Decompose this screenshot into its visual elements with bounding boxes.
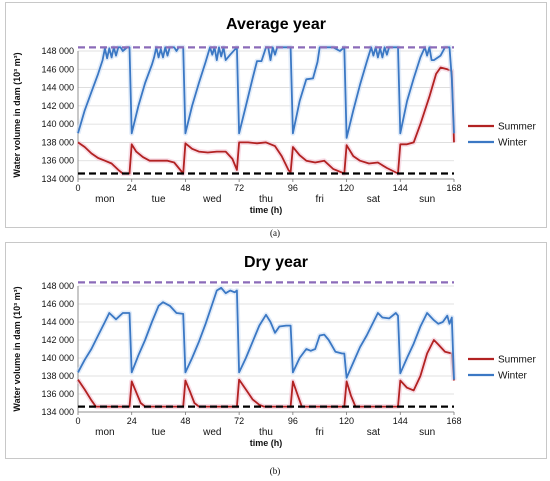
legend-label-summer: Summer [498, 122, 536, 133]
x-tick-label: 0 [75, 416, 80, 426]
y-tick-label: 134 000 [41, 174, 74, 184]
x-tick-label: 144 [393, 416, 408, 426]
y-tick-label: 146 000 [41, 64, 74, 74]
caption-b: (b) [269, 466, 281, 476]
x-tick-label: 48 [180, 416, 190, 426]
chart-dry-year: Dry year 134 000 136 000 138 000 140 000 142 … [12, 254, 536, 448]
y-tick-label: 144 000 [41, 317, 74, 327]
y-tick-label: 144 000 [41, 83, 74, 93]
y-tick-label: 148 000 [41, 281, 74, 291]
day-label: thu [259, 427, 273, 438]
chart-title: Dry year [244, 254, 308, 271]
day-label: wed [202, 427, 221, 438]
day-label: mon [95, 427, 114, 438]
x-tick-label: 168 [446, 416, 461, 426]
series-line-winter [77, 46, 455, 139]
y-tick-label: 136 000 [41, 156, 74, 166]
x-tick-label: 24 [127, 183, 137, 193]
legend-label-winter: Winter [498, 371, 528, 382]
x-axis-label: time (h) [250, 205, 283, 215]
x-axis-label: time (h) [250, 438, 283, 448]
series-line-winter [77, 286, 455, 380]
series-line-summer [77, 66, 455, 175]
y-tick-label: 148 000 [41, 46, 74, 56]
x-tick-label: 24 [127, 416, 137, 426]
day-label: wed [202, 194, 221, 205]
day-label: sat [367, 427, 381, 438]
x-tick-label: 168 [446, 183, 461, 193]
legend-label-summer: Summer [498, 355, 536, 366]
day-label: tue [152, 427, 166, 438]
x-tick-label: 96 [288, 416, 298, 426]
y-tick-label: 140 000 [41, 119, 74, 129]
day-label: thu [259, 194, 273, 205]
x-tick-label: 48 [180, 183, 190, 193]
x-tick-label: 120 [339, 416, 354, 426]
y-tick-label: 136 000 [41, 389, 74, 399]
y-tick-label: 138 000 [41, 137, 74, 147]
y-tick-label: 142 000 [41, 335, 74, 345]
x-tick-label: 72 [234, 183, 244, 193]
chart-panel-dry-year: Dry year 134 000 136 000 138 000 140 000 142 … [5, 242, 547, 459]
chart-panel-average-year: Average year 134 000 136 000 138 000 140 000… [5, 2, 547, 228]
day-label: sun [419, 427, 435, 438]
y-tick-label: 138 000 [41, 371, 74, 381]
day-label: tue [152, 194, 166, 205]
series-line-summer [77, 339, 455, 408]
x-tick-label: 120 [339, 183, 354, 193]
x-tick-label: 144 [393, 183, 408, 193]
legend-label-winter: Winter [498, 138, 528, 149]
day-label: mon [95, 194, 114, 205]
y-axis-label: Water volume in dam (10³ m³) [12, 286, 22, 411]
y-axis-label: Water volume in dam (10³ m³) [12, 52, 22, 177]
caption-a: (a) [270, 228, 280, 238]
y-tick-label: 134 000 [41, 407, 74, 417]
day-label: fri [316, 427, 324, 438]
y-tick-label: 146 000 [41, 299, 74, 309]
chart-average-year: Average year 134 000 136 000 138 000 140 000… [12, 16, 536, 215]
y-tick-label: 140 000 [41, 353, 74, 363]
x-tick-label: 96 [288, 183, 298, 193]
day-label: sun [419, 194, 435, 205]
x-tick-label: 72 [234, 416, 244, 426]
y-tick-label: 142 000 [41, 101, 74, 111]
chart-title: Average year [226, 16, 326, 33]
x-tick-label: 0 [75, 183, 80, 193]
day-label: sat [367, 194, 381, 205]
day-label: fri [316, 194, 324, 205]
